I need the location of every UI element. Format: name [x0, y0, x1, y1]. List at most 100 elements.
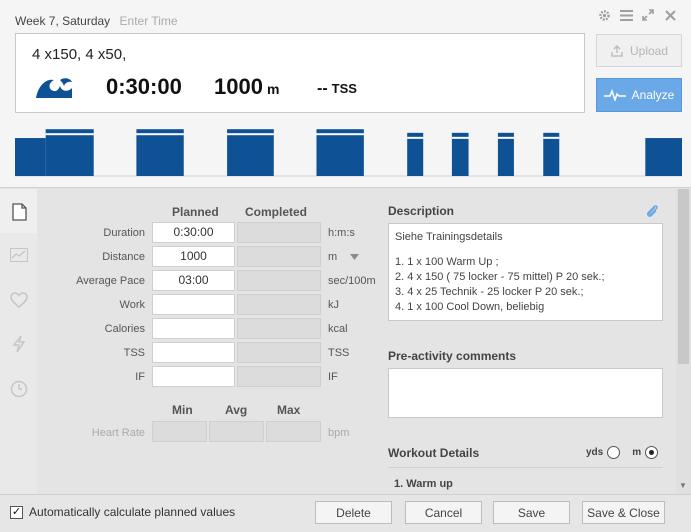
close-icon[interactable] [663, 8, 677, 22]
chevron-down-icon [350, 254, 360, 261]
completed-header: Completed [245, 205, 308, 219]
menu-icon[interactable] [619, 8, 633, 22]
document-icon[interactable] [9, 202, 29, 222]
description-line: 2. 4 x 150 ( 75 locker - 75 mittel) P 20… [395, 271, 605, 283]
workout-header: Week 7, Saturday Enter Time 4 x150, 4 x5… [0, 0, 691, 188]
hr-min-input[interactable] [152, 421, 207, 442]
description-line: 1. 1 x 100 Warm Up ; [395, 256, 499, 268]
if-completed-input[interactable] [237, 366, 321, 387]
dialog-footer: ✓ Automatically calculate planned values… [0, 494, 691, 532]
lightning-icon[interactable] [9, 334, 29, 354]
structure-block[interactable] [45, 129, 94, 176]
avg-pace-completed-input[interactable] [237, 270, 321, 291]
distance-units-toggle: yds m [586, 446, 659, 459]
tss-completed-input[interactable] [237, 342, 321, 363]
duration-planned-input[interactable]: 0:30:00 [152, 222, 235, 243]
hr-max-input[interactable] [266, 421, 321, 442]
description-line: Siehe Trainingsdetails [395, 231, 503, 243]
hr-avg-input[interactable] [209, 421, 264, 442]
structure-block[interactable] [316, 129, 364, 176]
workout-details-title: Workout Details [388, 446, 480, 460]
work-label: Work [119, 299, 145, 311]
auto-calc-checkbox[interactable]: ✓ [10, 505, 23, 519]
day-label: Week 7, Saturday [15, 14, 111, 28]
workout-step-item[interactable]: 1. Warm up [394, 478, 453, 490]
calories-unit: kcal [328, 323, 348, 335]
tss-unit-label: TSS [328, 347, 350, 359]
m-radio[interactable] [645, 446, 659, 459]
scrollbar-thumb[interactable] [678, 189, 689, 364]
work-planned-input[interactable] [152, 294, 235, 315]
delete-button[interactable]: Delete [315, 501, 392, 524]
structure-block[interactable] [407, 132, 424, 176]
yds-radio[interactable] [607, 446, 621, 459]
analyze-label: Analyze [631, 88, 675, 102]
avg-pace-unit: sec/100m [328, 275, 376, 287]
distance-unit-value: m [328, 251, 338, 263]
if-unit-label: IF [328, 371, 338, 383]
duration-completed-input[interactable] [237, 222, 321, 243]
gear-icon[interactable] [597, 8, 611, 22]
m-label: m [632, 447, 642, 458]
auto-calc-label: Automatically calculate planned values [29, 505, 236, 519]
description-blank-line [395, 245, 656, 255]
calories-planned-input[interactable] [152, 318, 235, 339]
yds-label: yds [586, 447, 604, 458]
pre-activity-title: Pre-activity comments [388, 349, 517, 363]
structure-block[interactable] [136, 129, 184, 176]
workout-summary-card: 4 x150, 4 x50, 0:30:00 1000 m -- TSS [15, 33, 585, 113]
distance-label: Distance [102, 251, 145, 263]
distance-unit: m [266, 81, 280, 97]
avg-pace-planned-input[interactable]: 03:00 [152, 270, 235, 291]
auto-calc-option[interactable]: ✓ Automatically calculate planned values [10, 505, 235, 519]
cancel-button[interactable]: Cancel [405, 501, 482, 524]
planned-header: Planned [172, 205, 219, 219]
save-button[interactable]: Save [493, 501, 570, 524]
tss-display: -- TSS [317, 80, 357, 98]
workout-structure-chart [15, 129, 682, 177]
pulse-icon [603, 89, 626, 101]
distance-planned-input[interactable]: 1000 [152, 246, 235, 267]
distance-unit-select[interactable]: m [328, 251, 360, 263]
scrollbar[interactable]: ▼ [676, 189, 691, 494]
pre-activity-textarea[interactable] [388, 368, 663, 418]
upload-label: Upload [629, 43, 669, 58]
analyze-button[interactable]: Analyze [596, 78, 682, 112]
structure-block[interactable] [227, 129, 274, 176]
clock-icon[interactable] [9, 379, 29, 399]
enter-time-field[interactable]: Enter Time [119, 14, 178, 28]
structure-block[interactable] [15, 138, 46, 176]
description-textarea[interactable]: Siehe Trainingsdetails 1. 1 x 100 Warm U… [388, 223, 663, 321]
description-line: 3. 4 x 25 Technik - 25 locker P 20 sek.; [395, 286, 584, 298]
hr-unit: bpm [328, 427, 350, 439]
tss-planned-input[interactable] [152, 342, 235, 363]
calories-completed-input[interactable] [237, 318, 321, 339]
distance-display: 1000 m [214, 74, 279, 100]
description-line: 4. 1 x 100 Cool Down, beliebig [395, 301, 545, 313]
structure-block[interactable] [497, 132, 514, 176]
distance-completed-input[interactable] [237, 246, 321, 267]
structure-block[interactable] [543, 132, 560, 176]
structure-block[interactable] [645, 138, 682, 176]
heart-rate-label: Heart Rate [91, 427, 145, 439]
side-tab-rail [0, 189, 37, 494]
date-time-row: Week 7, Saturday Enter Time [15, 14, 178, 28]
avg-pace-label: Average Pace [76, 275, 145, 287]
if-planned-input[interactable] [152, 366, 235, 387]
paperclip-icon[interactable] [645, 203, 659, 219]
expand-icon[interactable] [641, 8, 655, 22]
distance-value: 1000 [214, 74, 263, 99]
if-label: IF [135, 371, 145, 383]
scroll-down-arrow-icon[interactable]: ▼ [679, 481, 687, 490]
work-completed-input[interactable] [237, 294, 321, 315]
chart-icon[interactable] [9, 245, 29, 265]
heart-icon[interactable] [9, 290, 29, 310]
upload-button[interactable]: Upload [596, 34, 682, 67]
workout-title[interactable]: 4 x150, 4 x50, [32, 46, 127, 63]
duration-label: Duration [103, 227, 145, 239]
structure-block[interactable] [451, 132, 469, 176]
duration-unit: h:m:s [328, 227, 355, 239]
tss-unit: TSS [331, 81, 357, 96]
save-close-button[interactable]: Save & Close [582, 501, 665, 524]
calories-label: Calories [104, 323, 145, 335]
